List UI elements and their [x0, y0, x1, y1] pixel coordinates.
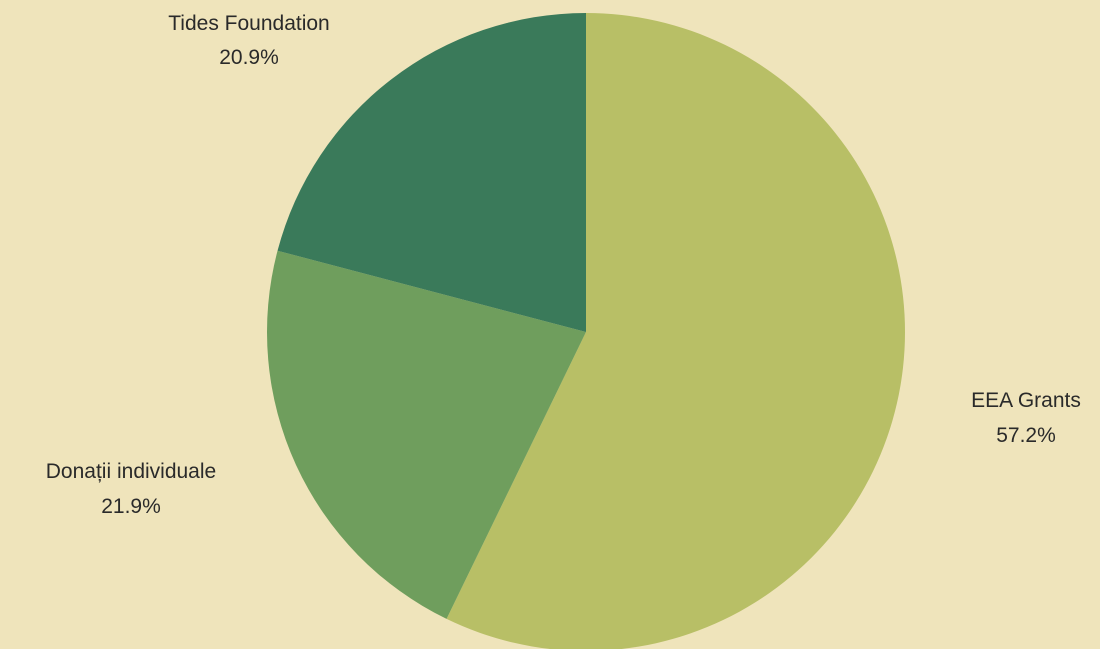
pie-slices — [267, 13, 905, 649]
slice-label-3: Tides Foundation — [168, 12, 330, 35]
pie-slice-1 — [446, 13, 905, 649]
pie-slice-3 — [277, 13, 586, 332]
slice-label-1: EEA Grants — [971, 389, 1081, 412]
slice-percent-1: 57.2% — [996, 424, 1056, 447]
pie-slice-2 — [267, 250, 586, 619]
pie-labels: EEA Grants 57.2% Donații individuale 21.9% T… — [46, 12, 1081, 518]
slice-percent-3: 20.9% — [219, 46, 279, 69]
slice-percent-2: 21.9% — [101, 495, 161, 518]
slice-label-2: Donații individuale — [46, 460, 216, 483]
